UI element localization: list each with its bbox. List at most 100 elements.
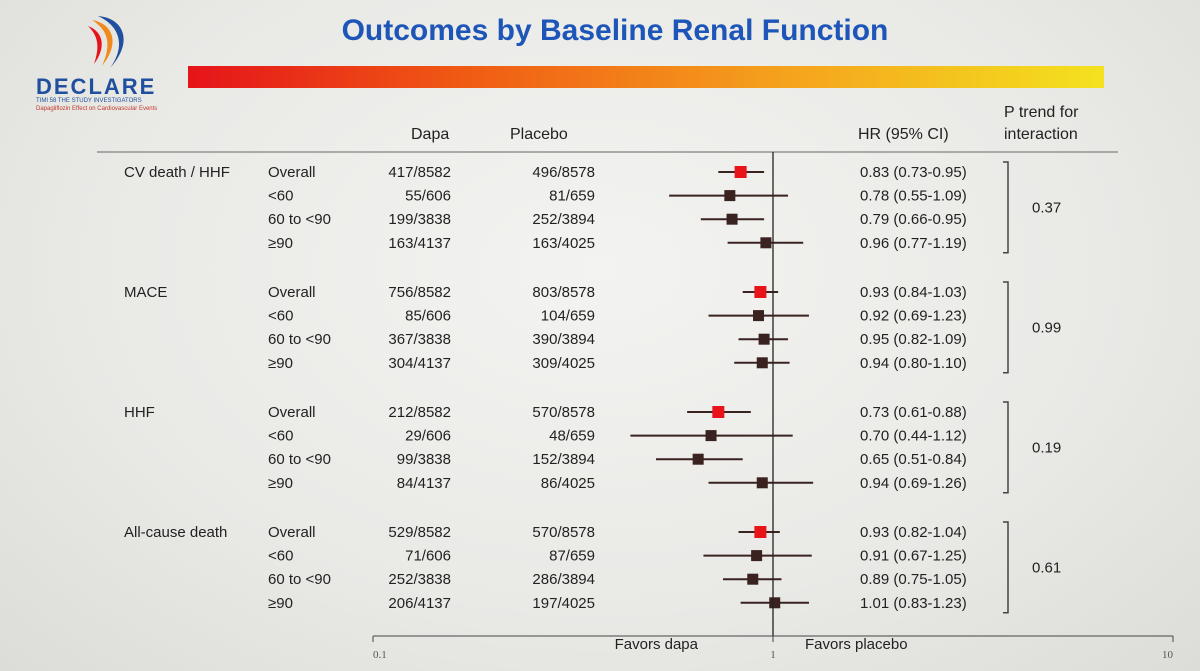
subgroup-label: ≥90: [268, 595, 293, 612]
hr-ci-text: 0.83 (0.73-0.95): [860, 164, 967, 181]
declare-logo-text: DECLARE: [36, 74, 157, 99]
subgroup-point: [724, 190, 736, 202]
subgroup-label: <60: [268, 548, 293, 565]
hr-ci-text: 0.65 (0.51-0.84): [860, 451, 967, 468]
placebo-events: 197/4025: [532, 595, 595, 612]
placebo-events: 286/3894: [532, 571, 595, 588]
dapa-events: 85/606: [405, 308, 451, 325]
dapa-events: 206/4137: [388, 595, 451, 612]
x-tick-label: 0.1: [373, 649, 387, 661]
dapa-events: 55/606: [405, 188, 451, 205]
declare-logo-subtitle: TIMI 58 THE STUDY INVESTIGATORS: [36, 98, 142, 104]
placebo-events: 48/659: [549, 428, 595, 445]
subgroup-label: 60 to <90: [268, 451, 331, 468]
dapa-events: 304/4137: [388, 355, 451, 372]
header-hr: HR (95% CI): [858, 126, 949, 143]
placebo-events: 104/659: [541, 308, 595, 325]
header-dapa: Dapa: [411, 126, 450, 143]
subgroup-label: Overall: [268, 524, 316, 541]
hr-ci-text: 0.70 (0.44-1.12): [860, 428, 967, 445]
subgroup-label: 60 to <90: [268, 571, 331, 588]
overall-point: [754, 286, 767, 298]
hr-ci-text: 0.93 (0.82-1.04): [860, 524, 967, 541]
hr-ci-text: 0.94 (0.80-1.10): [860, 355, 967, 372]
group-bracket: [1003, 281, 1009, 374]
placebo-events: 309/4025: [532, 355, 595, 372]
placebo-events: 252/3894: [532, 211, 595, 228]
dapa-events: 367/3838: [388, 331, 451, 348]
placebo-events: 570/8578: [532, 524, 595, 541]
favors-dapa-label: Favors dapa: [615, 636, 699, 653]
hr-ci-text: 0.73 (0.61-0.88): [860, 404, 967, 421]
hr-ci-text: 0.96 (0.77-1.19): [860, 235, 967, 252]
hr-ci-text: 1.01 (0.83-1.23): [860, 595, 967, 612]
dapa-events: 71/606: [405, 548, 451, 565]
subgroup-point: [747, 573, 759, 585]
dapa-events: 756/8582: [388, 284, 451, 301]
p-trend-value: 0.99: [1032, 319, 1061, 336]
placebo-events: 570/8578: [532, 404, 595, 421]
dapa-events: 99/3838: [397, 451, 451, 468]
p-trend-value: 0.19: [1032, 439, 1061, 456]
dapa-events: 212/8582: [388, 404, 451, 421]
subgroup-label: ≥90: [268, 235, 293, 252]
group-label: CV death / HHF: [124, 164, 230, 181]
declare-logo-mark-icon: [88, 16, 124, 68]
subgroup-point: [756, 477, 768, 489]
hr-ci-text: 0.94 (0.69-1.26): [860, 475, 967, 492]
subgroup-point: [769, 597, 781, 609]
placebo-events: 390/3894: [532, 331, 595, 348]
declare-logo-tagline: Dapagliflozin Effect on Cardiovascular E…: [36, 106, 158, 112]
subgroup-label: <60: [268, 308, 293, 325]
subgroup-label: Overall: [268, 404, 316, 421]
hr-ci-text: 0.93 (0.84-1.03): [860, 284, 967, 301]
subgroup-point: [756, 357, 768, 369]
hr-ci-text: 0.95 (0.82-1.09): [860, 331, 967, 348]
subgroup-label: 60 to <90: [268, 331, 331, 348]
subgroup-label: <60: [268, 428, 293, 445]
slide-title: Outcomes by Baseline Renal Function: [341, 14, 889, 47]
p-trend-value: 0.61: [1032, 559, 1061, 576]
dapa-events: 529/8582: [388, 524, 451, 541]
subgroup-label: Overall: [268, 164, 316, 181]
subgroup-point: [726, 213, 738, 225]
dapa-events: 29/606: [405, 428, 451, 445]
declare-logo: DECLARE TIMI 58 THE STUDY INVESTIGATORS …: [34, 12, 184, 112]
title-gradient-bar: [188, 66, 1104, 88]
placebo-events: 152/3894: [532, 451, 595, 468]
subgroup-point: [692, 453, 704, 465]
subgroup-point: [760, 237, 772, 249]
subgroup-label: ≥90: [268, 355, 293, 372]
hr-ci-text: 0.89 (0.75-1.05): [860, 571, 967, 588]
dapa-events: 417/8582: [388, 164, 451, 181]
group-bracket: [1003, 401, 1009, 494]
dapa-events: 84/4137: [397, 475, 451, 492]
placebo-events: 803/8578: [532, 284, 595, 301]
subgroup-point: [705, 430, 717, 442]
x-tick-label: 10: [1162, 649, 1174, 661]
group-label: MACE: [124, 284, 167, 301]
p-trend-value: 0.37: [1032, 199, 1061, 216]
dapa-events: 163/4137: [388, 235, 451, 252]
header-ptrend-line2: interaction: [1004, 126, 1078, 143]
dapa-events: 252/3838: [388, 571, 451, 588]
group-bracket: [1003, 521, 1009, 614]
x-tick-label: 1: [770, 649, 776, 661]
placebo-events: 81/659: [549, 188, 595, 205]
subgroup-label: Overall: [268, 284, 316, 301]
dapa-events: 199/3838: [388, 211, 451, 228]
subgroup-point: [753, 310, 765, 322]
overall-point: [712, 406, 725, 418]
subgroup-label: 60 to <90: [268, 211, 331, 228]
hr-ci-text: 0.78 (0.55-1.09): [860, 188, 967, 205]
group-bracket: [1003, 161, 1009, 254]
subgroup-point: [751, 550, 763, 562]
subgroup-point: [758, 333, 770, 345]
placebo-events: 496/8578: [532, 164, 595, 181]
group-label: HHF: [124, 404, 155, 421]
placebo-events: 163/4025: [532, 235, 595, 252]
overall-point: [734, 166, 747, 178]
header-placebo: Placebo: [510, 126, 568, 143]
favors-placebo-label: Favors placebo: [805, 636, 908, 653]
hr-ci-text: 0.91 (0.67-1.25): [860, 548, 967, 565]
